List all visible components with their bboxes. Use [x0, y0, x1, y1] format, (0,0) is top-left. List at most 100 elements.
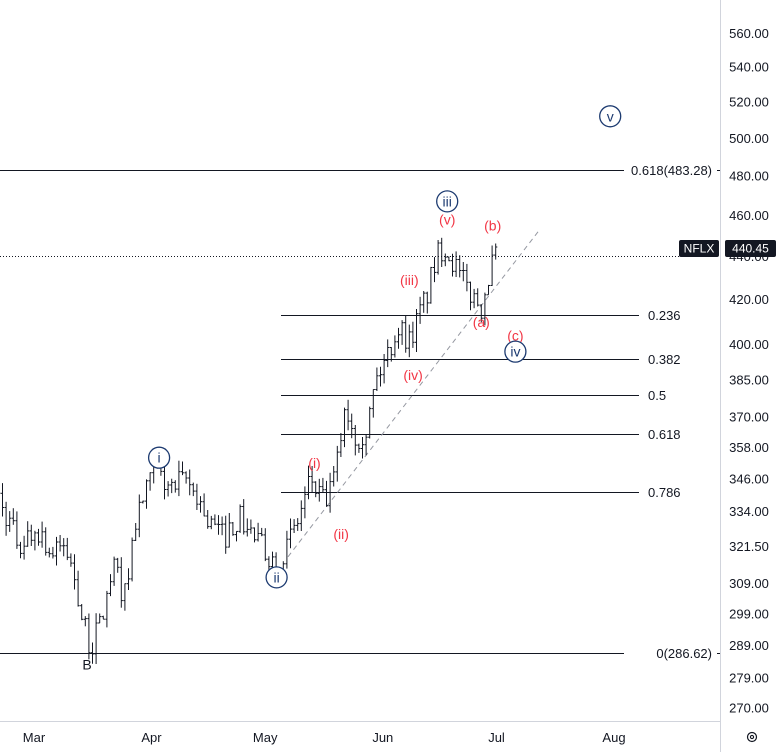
- price-bar: [184, 471, 188, 484]
- price-bar: [69, 553, 73, 567]
- last-price-tag: NFLX 440.45: [679, 240, 776, 257]
- price-bar: [400, 320, 404, 345]
- price-tick-label: 309.00: [729, 576, 769, 591]
- price-bar: [234, 530, 239, 542]
- price-bar: [8, 511, 12, 532]
- price-bar: [238, 504, 242, 533]
- price-bar: [404, 315, 408, 353]
- fib-level-label: 0.236: [648, 308, 681, 323]
- price-bar: [11, 508, 15, 525]
- price-bar: [141, 500, 145, 504]
- price-bar: [36, 528, 41, 546]
- price-bar: [29, 524, 33, 546]
- wave-label-c: (c): [507, 328, 523, 344]
- price-bar: [339, 433, 343, 457]
- price-tick-label: 385.00: [729, 373, 769, 388]
- price-tick-label: 520.00: [729, 95, 769, 110]
- price-bar: [105, 590, 109, 628]
- price-bar: [411, 321, 415, 348]
- fib-level-label: 0.618: [648, 427, 681, 442]
- price-bar: [54, 536, 59, 566]
- price-bar: [389, 347, 393, 362]
- price-bar: [177, 460, 181, 497]
- price-bar: [422, 291, 426, 313]
- price-bar: [33, 530, 37, 551]
- price-bar: [303, 486, 307, 519]
- price-tick-label: 334.00: [729, 504, 769, 519]
- price-bar: [72, 554, 77, 590]
- price-tick-label: 480.00: [729, 169, 769, 184]
- price-bar: [180, 461, 185, 476]
- wave-label-iv: (iv): [403, 367, 422, 383]
- price-bar: [198, 496, 203, 513]
- wave-label-b: (b): [484, 218, 501, 234]
- time-tick-label: Mar: [23, 730, 46, 745]
- price-bar: [346, 399, 350, 431]
- price-bar: [94, 613, 98, 664]
- price-bar: [360, 437, 365, 459]
- price-tick-label: 420.00: [729, 292, 769, 307]
- price-bar: [166, 481, 170, 497]
- settings-button[interactable]: [746, 731, 758, 743]
- price-bar: [465, 263, 469, 292]
- time-tick-label: Jun: [372, 730, 393, 745]
- fib-level-label: 0.382: [648, 352, 681, 367]
- price-bar: [350, 413, 354, 439]
- price-axis[interactable]: 560.00 540.00 520.00 500.00 480.00 460.00 440.…: [729, 26, 769, 716]
- price-bar: [40, 521, 44, 548]
- price-bar: [26, 521, 30, 547]
- price-bar: [364, 434, 368, 456]
- price-bar: [206, 510, 210, 529]
- wave-label-iii: iii: [436, 190, 459, 213]
- price-bar: [44, 527, 48, 556]
- fib-level-label: 0(286.62): [656, 646, 712, 661]
- price-bar: [317, 478, 321, 502]
- svg-text:iv: iv: [510, 344, 520, 360]
- price-bar: [378, 366, 383, 387]
- price-bar: [148, 472, 152, 491]
- price-bar: [490, 245, 494, 286]
- price-bar: [191, 482, 195, 497]
- wave-label-ii: ii: [265, 566, 288, 589]
- svg-text:i: i: [158, 450, 161, 466]
- price-bar: [0, 483, 5, 517]
- time-tick-label: Aug: [602, 730, 625, 745]
- price-bar: [328, 472, 332, 513]
- price-bar: [224, 515, 228, 554]
- last-price-value: 440.45: [732, 242, 769, 256]
- price-bar: [98, 613, 102, 624]
- price-bar: [213, 514, 217, 526]
- price-bar: [47, 547, 51, 558]
- time-axis[interactable]: Mar Apr May Jun Jul Aug: [23, 730, 626, 745]
- price-bar: [231, 522, 235, 536]
- price-bar: [90, 642, 95, 664]
- wave-label-i: (i): [308, 455, 320, 471]
- price-bar: [288, 518, 293, 549]
- price-bar: [472, 288, 476, 309]
- fib-level-label: 0.618(483.28): [631, 163, 712, 178]
- wave-label-iv: iv: [504, 340, 527, 363]
- wave-label-a: (a): [473, 314, 490, 330]
- price-bar: [324, 480, 329, 507]
- price-bar: [263, 528, 267, 562]
- price-bar: [252, 527, 257, 543]
- price-bar: [123, 583, 127, 611]
- price-bar: [22, 535, 26, 560]
- price-bar: [368, 406, 372, 439]
- price-bar: [58, 535, 62, 552]
- price-bar: [296, 518, 300, 531]
- price-bar: [87, 613, 91, 660]
- price-bar: [450, 253, 455, 277]
- symbol-label: NFLX: [684, 242, 715, 256]
- price-bar: [447, 256, 451, 262]
- price-bar: [65, 537, 69, 561]
- price-bar: [119, 557, 123, 608]
- svg-text:ii: ii: [273, 569, 279, 585]
- price-bar: [80, 604, 84, 621]
- price-bar: [227, 513, 231, 548]
- price-bar: [332, 466, 336, 487]
- price-bar: [425, 291, 429, 314]
- price-bar: [306, 465, 311, 500]
